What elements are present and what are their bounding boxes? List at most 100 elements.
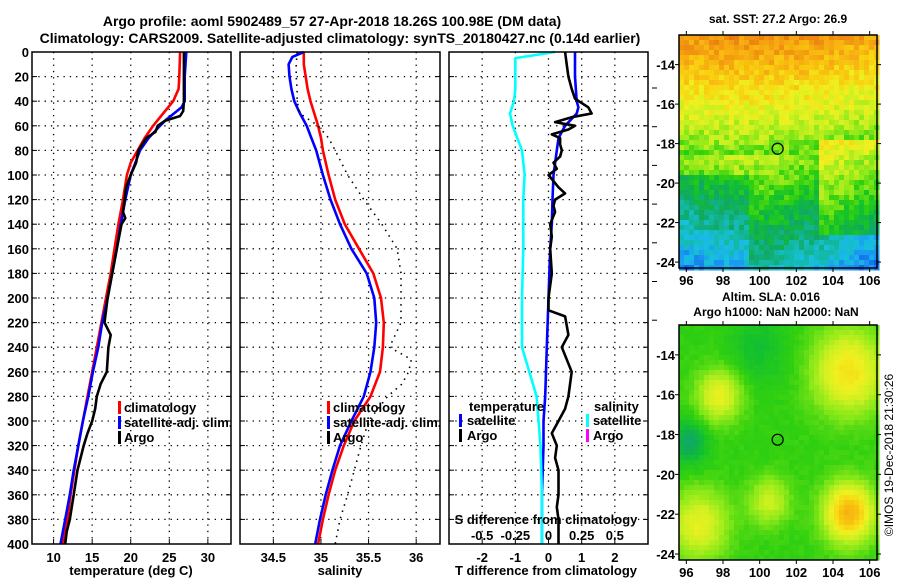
map-cell (789, 420, 795, 426)
map-cell (759, 195, 765, 201)
map-cell (859, 375, 865, 381)
map-cell (849, 345, 855, 351)
map-cell (849, 535, 855, 541)
map-cell (794, 480, 800, 486)
map-cell (794, 500, 800, 506)
map-cell (739, 40, 745, 46)
map-cell (849, 255, 855, 261)
map-cell (769, 40, 775, 46)
map-cell (679, 505, 685, 511)
map-cell (789, 230, 795, 236)
map-cell (694, 410, 700, 416)
x-tick-label: 36 (409, 550, 423, 565)
y-tick-label: 320 (7, 439, 29, 454)
map-cell (779, 445, 785, 451)
map-cell (694, 365, 700, 371)
map-cell (759, 135, 765, 141)
map-cell (834, 75, 840, 81)
map-cell (829, 470, 835, 476)
map-cell (869, 115, 875, 121)
map-cell (714, 480, 720, 486)
map-cell (844, 195, 850, 201)
map-cell (709, 185, 715, 191)
map-cell (734, 400, 740, 406)
map-cell (834, 460, 840, 466)
map-cell (764, 495, 770, 501)
map-cell (724, 195, 730, 201)
map-cell (824, 135, 830, 141)
map-cell (724, 450, 730, 456)
map-cell (784, 70, 790, 76)
map-cell (714, 360, 720, 366)
map-cell (834, 50, 840, 56)
map-cell (754, 185, 760, 191)
map-cell (724, 385, 730, 391)
map-cell (744, 40, 750, 46)
map-cell (709, 535, 715, 541)
map-cell (789, 415, 795, 421)
map-cell (814, 75, 820, 81)
map-cell (814, 325, 820, 331)
map-cell (679, 35, 685, 41)
map-cell (794, 335, 800, 341)
map-cell (744, 135, 750, 141)
map-cell (694, 415, 700, 421)
map-cell (854, 185, 860, 191)
map-cell (864, 545, 870, 551)
map-cell (834, 140, 840, 146)
map-cell (754, 65, 760, 71)
map-cell (864, 510, 870, 516)
x-tick-label: 35.5 (356, 550, 381, 565)
map-cell (869, 325, 875, 331)
map-cell (784, 170, 790, 176)
map-cell (864, 205, 870, 211)
map-cell (729, 100, 735, 106)
map-cell (834, 230, 840, 236)
map-cell (834, 520, 840, 526)
map-cell (779, 530, 785, 536)
map-cell (759, 140, 765, 146)
map-cell (789, 210, 795, 216)
map-cell (709, 325, 715, 331)
map-cell (704, 395, 710, 401)
map-cell (859, 85, 865, 91)
map-cell (834, 115, 840, 121)
map-cell (729, 80, 735, 86)
map-cell (854, 515, 860, 521)
series-line-climatology (302, 52, 386, 545)
map-cell (799, 505, 805, 511)
map-cell (779, 520, 785, 526)
map-cell (824, 215, 830, 221)
map-cell (734, 160, 740, 166)
map-cell (834, 365, 840, 371)
map-cell (769, 385, 775, 391)
map-cell (804, 500, 810, 506)
map-cell (794, 40, 800, 46)
map-cell (819, 470, 825, 476)
map-cell (739, 340, 745, 346)
map-cell (769, 375, 775, 381)
map-cell (819, 530, 825, 536)
map-cell (754, 415, 760, 421)
map-cell (779, 135, 785, 141)
map-cell (794, 235, 800, 241)
map-cell (744, 50, 750, 56)
legend-swatch (459, 414, 462, 427)
map-cell (774, 445, 780, 451)
map-cell (834, 185, 840, 191)
map-cell (684, 80, 690, 86)
map-cell (789, 235, 795, 241)
map-cell (679, 335, 685, 341)
map-cell (829, 90, 835, 96)
map-cell (854, 415, 860, 421)
map-cell (779, 140, 785, 146)
map-cell (834, 555, 840, 561)
map-cell (844, 330, 850, 336)
map-cell (694, 380, 700, 386)
map-cell (854, 395, 860, 401)
map-cell (724, 130, 730, 136)
map-cell (829, 115, 835, 121)
map-cell (794, 395, 800, 401)
map-cell (864, 45, 870, 51)
map-cell (714, 330, 720, 336)
